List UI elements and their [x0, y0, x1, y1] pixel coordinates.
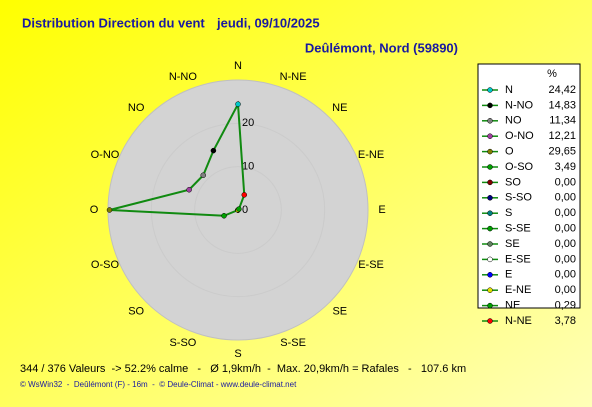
chart-date: jeudi, 09/10/2025: [216, 15, 320, 30]
r-tick-label: 20: [242, 117, 254, 129]
legend-marker: [487, 256, 493, 263]
legend-value: 3,78: [555, 315, 576, 327]
legend-value: 11,34: [549, 115, 576, 127]
legend-label: S: [505, 207, 512, 219]
data-point: [200, 172, 207, 179]
data-point: [106, 207, 113, 213]
legend-marker: [487, 148, 493, 155]
direction-label: S-SO: [169, 337, 196, 349]
legend-label: S-SE: [505, 223, 531, 235]
legend-marker: [487, 179, 493, 186]
legend-label: N-NO: [505, 99, 534, 111]
chart-title: Distribution Direction du vent: [22, 15, 205, 30]
legend-marker: [487, 225, 493, 232]
legend-value: 0,00: [555, 207, 576, 219]
legend-marker: [487, 87, 493, 93]
direction-label: S-SE: [280, 337, 306, 349]
legend-value: 0,00: [555, 192, 576, 204]
legend-marker: [487, 318, 493, 324]
legend-marker: [487, 102, 493, 109]
legend-value: 0,00: [555, 284, 576, 296]
data-point: [241, 192, 248, 198]
legend-label: NO: [505, 115, 522, 127]
direction-label: NE: [332, 102, 347, 114]
legend-label: E: [505, 269, 512, 281]
direction-label: S: [234, 348, 241, 360]
footer: 344 / 376 Valeurs -> 52.2% calme - Ø 1,9…: [20, 363, 466, 375]
legend-label: O: [505, 146, 514, 158]
legend-value: 29,65: [548, 146, 576, 158]
data-point: [186, 187, 192, 193]
legend-marker: [487, 302, 493, 309]
legend-value: 3,49: [555, 161, 576, 173]
legend-label: E-NE: [505, 284, 531, 296]
grid-ring: [194, 166, 282, 254]
legend-label: O-NO: [505, 130, 534, 142]
direction-label: E: [378, 204, 385, 216]
direction-label: E-SE: [358, 259, 384, 271]
chart-subtitle: Deûlémont, Nord (59890): [305, 40, 458, 55]
legend-marker: [487, 164, 493, 170]
legend-value: 0,00: [555, 253, 576, 265]
direction-label: O-NO: [91, 149, 120, 161]
legend-label: S-SO: [505, 192, 532, 204]
direction-label: N-NO: [169, 71, 198, 83]
legend-marker: [487, 210, 493, 216]
direction-label: N-NE: [280, 71, 307, 83]
data-point: [210, 147, 217, 154]
credits: © WsWin32 - Deûlémont (F) - 16m - © Deul…: [20, 380, 297, 389]
legend-marker: [487, 118, 493, 124]
direction-label: O: [90, 204, 99, 216]
legend-marker: [487, 133, 493, 139]
legend-value: 12,21: [548, 130, 576, 142]
legend-value: 0,00: [555, 269, 576, 281]
data-point: [235, 101, 241, 107]
direction-label: SO: [128, 306, 144, 318]
direction-label: N: [234, 60, 242, 72]
direction-label: SE: [332, 306, 347, 318]
series-line: [109, 100, 246, 217]
legend-label: SE: [505, 238, 520, 250]
direction-label: NO: [128, 102, 145, 114]
legend-label: NE: [505, 300, 520, 312]
data-point: [221, 213, 227, 219]
legend-label: SO: [505, 176, 521, 188]
legend-value: 24,42: [548, 84, 576, 96]
legend-value: 0,29: [555, 300, 576, 312]
legend-value: 0,00: [555, 223, 576, 235]
legend-marker: [487, 195, 493, 201]
legend-value: 14,83: [548, 99, 576, 111]
direction-label: O-SO: [91, 259, 120, 271]
legend-title: %: [547, 68, 557, 80]
grid-ring: [150, 122, 326, 298]
legend-label: N-NE: [505, 315, 532, 327]
legend-marker: [487, 241, 493, 247]
legend-value: 0,00: [555, 176, 576, 188]
legend-label: O-SO: [505, 161, 534, 173]
legend-marker: [487, 287, 493, 293]
legend-marker: [487, 272, 493, 278]
legend-label: E-SE: [505, 253, 531, 265]
r-tick-label: 10: [242, 161, 254, 173]
r-tick-label: 0: [242, 204, 248, 216]
legend-value: 0,00: [555, 238, 576, 250]
direction-label: E-NE: [358, 149, 384, 161]
legend-label: N: [505, 84, 513, 96]
data-point: [236, 206, 242, 212]
